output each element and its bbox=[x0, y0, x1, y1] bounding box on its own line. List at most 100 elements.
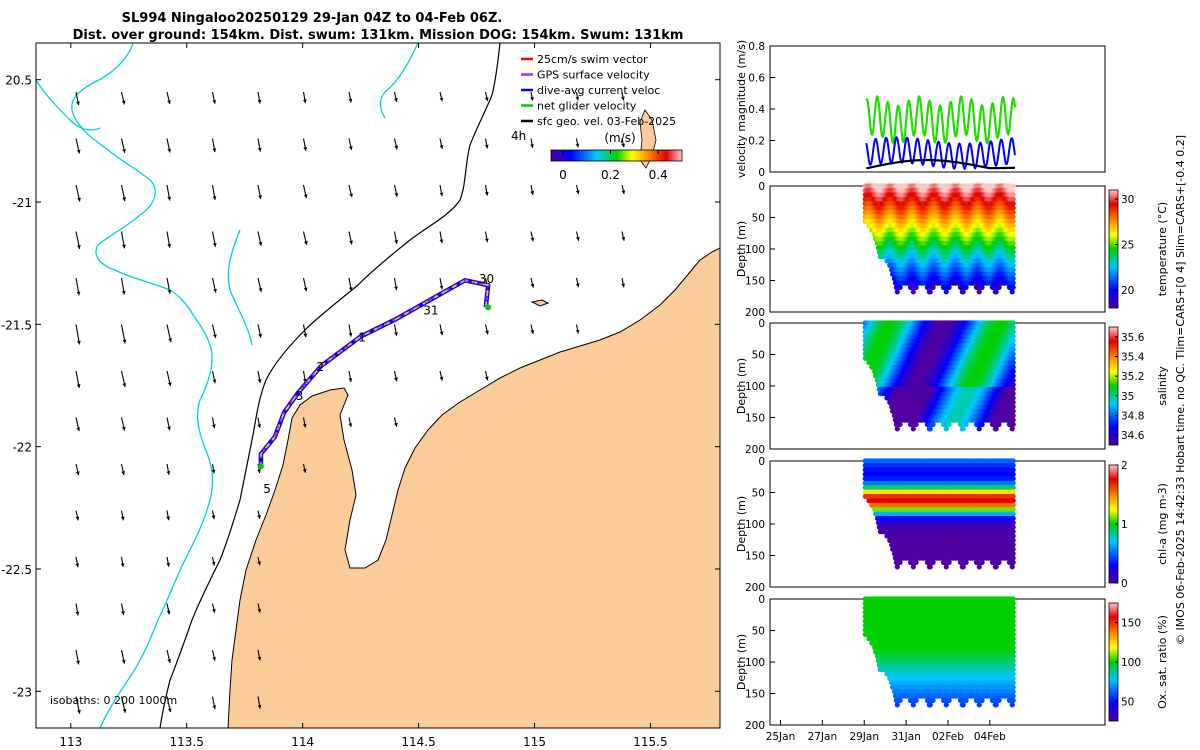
lat-tick-label: -23 bbox=[12, 685, 32, 699]
geo-arrow-head bbox=[484, 238, 489, 243]
geo-arrow-head bbox=[213, 334, 217, 339]
map-frame bbox=[35, 42, 721, 729]
legend-entry: GPS surface velocity bbox=[537, 69, 650, 82]
geo-arrow-head bbox=[484, 144, 489, 149]
track-speed bbox=[260, 279, 490, 467]
geo-arrow-head bbox=[257, 147, 262, 152]
geo-arrow-head bbox=[77, 197, 81, 202]
geo-arrow-head bbox=[167, 148, 172, 153]
day-label: 30 bbox=[479, 272, 494, 286]
profile-point bbox=[897, 284, 903, 291]
geo-arrow-head bbox=[530, 237, 535, 242]
geo-arrow-head bbox=[257, 99, 262, 104]
profile-point bbox=[913, 284, 919, 291]
geo-arrow-head bbox=[257, 656, 262, 661]
geo-arrow-head bbox=[122, 383, 127, 387]
geo-arrow-head bbox=[213, 288, 217, 293]
geo-arrow-head bbox=[121, 611, 125, 615]
geo-arrow-head bbox=[76, 149, 81, 154]
geo-arrow-head bbox=[439, 376, 444, 381]
vel-tick-label: 0.8 bbox=[748, 41, 765, 53]
vel-tick-label: 0.6 bbox=[748, 73, 765, 85]
geo-arrow-head bbox=[303, 333, 308, 338]
geostrophic-velocity-arrows bbox=[75, 91, 626, 714]
geo-arrow-head bbox=[257, 704, 262, 709]
title-line2: Dist. over ground: 154km. Dist. swum: 13… bbox=[73, 28, 684, 43]
geo-arrow-head bbox=[575, 190, 580, 195]
day-label: 2 bbox=[317, 360, 325, 374]
geo-arrow-head bbox=[394, 240, 399, 244]
geo-arrow-head bbox=[484, 376, 489, 381]
geo-arrow-head bbox=[439, 145, 444, 149]
isobath-1000m-b bbox=[36, 79, 101, 131]
geo-arrow-head bbox=[484, 97, 489, 102]
geo-arrow-head bbox=[122, 708, 127, 713]
geo-arrow-head bbox=[167, 243, 172, 248]
geo-arrow-head bbox=[303, 146, 308, 151]
geo-arrow-head bbox=[212, 656, 217, 661]
legend-entry: sfc geo. vel. 03-Feb-2025 bbox=[537, 115, 676, 128]
geo-arrow-head bbox=[530, 96, 534, 101]
geo-arrow-head bbox=[77, 709, 81, 714]
geo-arrow-head bbox=[257, 379, 262, 383]
geo-arrow-head bbox=[394, 192, 399, 197]
geo-arrow-head bbox=[439, 192, 444, 197]
profile-point bbox=[910, 289, 916, 295]
geo-arrow-head bbox=[258, 288, 263, 292]
isobath-1000m bbox=[71, 43, 214, 728]
legend-entry: net glider velocity bbox=[537, 100, 637, 113]
geo-arrow-head bbox=[257, 469, 261, 474]
geo-arrow-head bbox=[303, 194, 308, 199]
geo-arrow-head bbox=[439, 331, 444, 336]
depth-tick-label: 0 bbox=[758, 181, 765, 193]
geo-arrow-head bbox=[122, 197, 126, 202]
geo-arrow-head bbox=[76, 291, 81, 296]
geo-arrow-head bbox=[621, 283, 626, 288]
geo-arrow-head bbox=[348, 98, 353, 103]
geo-arrow-head bbox=[439, 285, 444, 290]
glider-track bbox=[257, 278, 492, 470]
lon-tick-label: 114 bbox=[291, 735, 314, 749]
geo-arrow-head bbox=[258, 241, 263, 246]
geo-arrow-head bbox=[349, 193, 353, 198]
geo-arrow-head bbox=[77, 245, 81, 249]
lat-tick-label: -21.5 bbox=[1, 318, 32, 332]
depth-tick-label: 150 bbox=[745, 276, 765, 288]
speed-colorbar bbox=[550, 149, 683, 162]
geo-arrow-head bbox=[393, 422, 398, 427]
geo-arrow-head bbox=[76, 101, 80, 106]
lon-tick-label: 114.5 bbox=[401, 735, 435, 749]
geo-arrow-head bbox=[575, 283, 580, 288]
side-panels: 00.20.40.60.8 velocity magnitude (m/s) 0… bbox=[735, 40, 1169, 743]
geo-arrow-head bbox=[530, 329, 535, 334]
geo-arrow-head bbox=[349, 240, 353, 245]
geo-arrow-head bbox=[621, 96, 625, 101]
map-axis-ticks: 113 113.5 114 114.5 115 115.520.5-21-21.5-22-… bbox=[1, 43, 720, 749]
day-label: 5 bbox=[263, 482, 271, 496]
lon-tick-label: 115.5 bbox=[633, 735, 667, 749]
geo-arrow-head bbox=[212, 379, 217, 384]
geo-arrow-head bbox=[120, 563, 125, 568]
vel-tick-label: 0.4 bbox=[748, 104, 765, 116]
geo-arrow-head bbox=[348, 287, 353, 291]
isobath-1000m-c bbox=[379, 43, 419, 119]
geo-arrow-head bbox=[121, 426, 126, 431]
lon-tick-label: 115 bbox=[523, 735, 546, 749]
geo-arrow-head bbox=[302, 378, 307, 383]
geo-arrow-head bbox=[394, 145, 399, 150]
geo-arrow-head bbox=[167, 382, 172, 387]
depth-tick-label: 0 bbox=[758, 318, 765, 330]
geo-arrow-head bbox=[258, 333, 262, 338]
geo-arrow-head bbox=[211, 424, 216, 429]
title-line1: SL994 Ningaloo20250129 29-Jan 04Z to 04-… bbox=[122, 11, 503, 26]
geo-arrow-head bbox=[120, 516, 125, 521]
geo-arrow-head bbox=[302, 423, 307, 428]
geo-arrow-head bbox=[122, 244, 126, 249]
geo-arrow-head bbox=[257, 608, 262, 613]
vel-tick-label: 0.2 bbox=[748, 136, 765, 148]
cbar-tick-label: 25 bbox=[1121, 239, 1134, 251]
